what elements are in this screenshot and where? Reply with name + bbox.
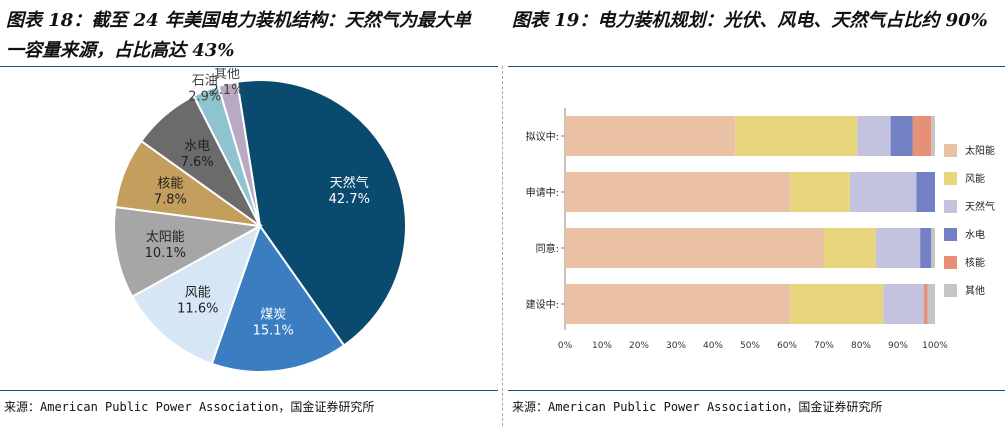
bar-segment	[849, 172, 917, 212]
bar-segment	[920, 228, 932, 268]
category-label: 建设中:	[526, 298, 559, 311]
pie-slice-label: 其他	[214, 68, 240, 82]
bar-segment	[565, 284, 791, 324]
right-panel: 图表 19：电力装机规划：光伏、风电、天然气占比约 90% 拟议中: 申请中: 同意…	[508, 0, 1005, 428]
pie-slice	[236, 79, 407, 347]
legend-label: 水电	[965, 228, 985, 241]
bar-chart-title: 图表 19：电力装机规划：光伏、风电、天然气占比约 90%	[512, 10, 988, 31]
pie-slice-value: 2.9%	[188, 90, 221, 105]
bar-segment	[735, 116, 858, 156]
legend-swatch	[944, 172, 957, 185]
bar-segment	[923, 284, 928, 324]
pie-slice-value: 7.8%	[154, 193, 187, 208]
left-panel: 图表 18：截至 24 年美国电力装机结构：天然气为最大单 一容量来源，占比高达…	[0, 0, 498, 428]
x-tick-label: 0%	[558, 341, 573, 351]
bar-segment	[790, 172, 850, 212]
x-tick-label: 70%	[814, 341, 834, 351]
pie-slice-label: 风能	[185, 286, 211, 301]
x-tick-label: 10%	[592, 341, 612, 351]
panel-divider	[502, 66, 503, 426]
bar-segment	[890, 116, 913, 156]
pie-slice-label: 石油	[192, 74, 218, 89]
bar-segment	[875, 228, 921, 268]
category-label: 拟议中:	[526, 130, 559, 143]
bar-segment	[912, 116, 932, 156]
pie-chart-title: 图表 18：截至 24 年美国电力装机结构：天然气为最大单 一容量来源，占比高达…	[6, 6, 471, 66]
top-rule	[508, 66, 1005, 67]
pie-slice-value: 11.6%	[177, 302, 218, 317]
bar-segment	[857, 116, 891, 156]
bar-segment	[790, 284, 884, 324]
bar-segment	[916, 172, 935, 212]
bottom-rule	[508, 390, 1005, 391]
bar-segment	[931, 116, 935, 156]
x-tick-label: 40%	[703, 341, 723, 351]
bar-source-note: 来源：American Public Power Association，国金证…	[512, 400, 883, 414]
pie-slice-value: 2.1%	[211, 83, 244, 98]
pie-slice-label: 天然气	[330, 175, 369, 191]
stacked-bar-chart: 拟议中: 申请中: 同意: 建设中: 0% 10% 20% 30% 40% 50% 60% 70% 80…	[526, 108, 995, 351]
x-tick-label: 80%	[851, 341, 871, 351]
pie-slice-value: 7.6%	[181, 155, 214, 170]
legend-label: 天然气	[965, 200, 995, 213]
bar-segment	[565, 172, 791, 212]
legend-label: 核能	[965, 256, 985, 269]
bar-segment	[931, 228, 935, 268]
legend-swatch	[944, 228, 957, 241]
pie-slice-value: 10.1%	[145, 246, 186, 261]
pie-slice	[113, 205, 264, 298]
x-tick-label: 30%	[666, 341, 686, 351]
bar-segment	[927, 284, 935, 324]
pie-slice	[130, 223, 262, 366]
pie-slice-label: 煤炭	[260, 307, 286, 322]
legend-swatch	[944, 256, 957, 269]
bar-segment	[883, 284, 924, 324]
x-tick-label: 90%	[888, 341, 908, 351]
pie-title-line1: 图表 18：截至 24 年美国电力装机结构：天然气为最大单	[6, 10, 471, 31]
pie-slice	[210, 223, 346, 373]
top-rule	[0, 66, 498, 67]
legend-swatch	[944, 200, 957, 213]
pie-slice-label: 核能	[157, 177, 183, 192]
bottom-rule	[0, 390, 498, 391]
pie-source-note: 来源：American Public Power Association，国金证…	[4, 400, 375, 414]
bar-segment	[565, 116, 736, 156]
legend-label: 太阳能	[965, 144, 995, 157]
legend-swatch	[944, 284, 957, 297]
bar-segment	[824, 228, 876, 268]
legend-swatch	[944, 144, 957, 157]
x-tick-label: 100%	[922, 341, 948, 351]
x-tick-label: 20%	[629, 341, 649, 351]
category-label: 同意:	[536, 242, 559, 255]
x-tick-label: 50%	[740, 341, 760, 351]
legend-label: 其他	[965, 284, 985, 297]
pie-title-line2: 一容量来源，占比高达 43%	[6, 40, 235, 61]
pie-slice-value: 15.1%	[253, 323, 294, 338]
pie-slice	[217, 80, 261, 227]
pie-slice-value: 42.7%	[329, 192, 370, 207]
bar-segment	[565, 228, 824, 268]
category-label: 申请中:	[526, 186, 559, 199]
legend-label: 风能	[965, 172, 985, 185]
pie-slice-label: 水电	[184, 139, 210, 154]
x-tick-label: 60%	[777, 341, 797, 351]
pie-slice-label: 太阳能	[146, 230, 185, 245]
